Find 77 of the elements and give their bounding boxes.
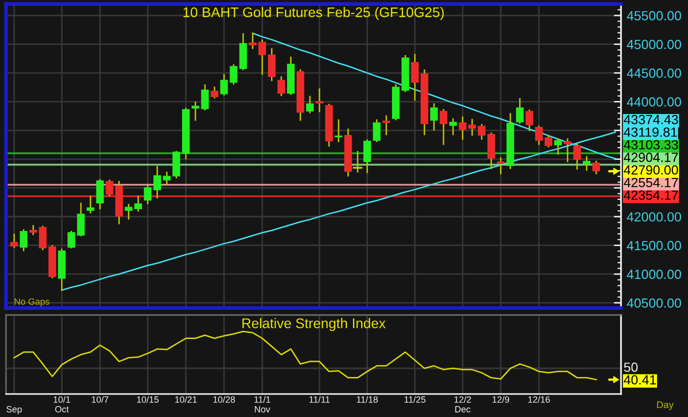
candlestick — [201, 84, 209, 110]
x-tick-label: 10/21 — [175, 396, 197, 403]
candlestick — [268, 48, 276, 82]
candlestick — [430, 103, 438, 131]
candlestick — [134, 196, 142, 212]
candlestick — [144, 184, 152, 204]
candlestick — [210, 86, 218, 98]
ref-line-label: 42904.17 — [624, 152, 678, 162]
text: 40.41 — [624, 375, 656, 384]
y-tick-label: 44500.00 — [626, 68, 682, 78]
candlestick — [124, 204, 132, 220]
candlestick — [449, 118, 457, 136]
candlestick — [248, 32, 256, 49]
text: 43119.81 — [624, 127, 677, 137]
candlestick — [440, 109, 448, 145]
candlestick — [162, 172, 171, 186]
x-tick-label: 10/1 Oct — [54, 396, 70, 412]
x-tick-label: 12/16 — [528, 396, 550, 403]
y-tick-label: 40500.00 — [626, 298, 682, 308]
chart-title: 10 BAHT Gold Futures Feb-25 (GF10G25) — [183, 7, 444, 20]
candlestick — [20, 229, 28, 252]
text: 42790.00 — [624, 165, 678, 175]
candlestick — [258, 40, 266, 75]
candlestick — [153, 166, 162, 198]
ref-line-label: 42354.17 — [624, 190, 678, 200]
candlestick — [554, 138, 562, 155]
y-tick-label: 45500.00 — [626, 11, 682, 20]
x-tick-label: 12/2 Dec — [454, 396, 471, 412]
y-tick-label: 44000.00 — [626, 97, 682, 107]
candlestick — [10, 234, 18, 248]
candlestick — [86, 196, 94, 214]
x-tick-label: 10/15 — [137, 396, 159, 403]
candlestick — [478, 124, 486, 140]
candlestick — [458, 116, 466, 140]
candlestick — [582, 156, 590, 171]
candlestick — [96, 179, 104, 210]
chart-title: Relative Strength Index — [242, 318, 386, 331]
candlestick — [564, 138, 572, 162]
x-tick-label: 10/28 — [213, 396, 235, 403]
candlestick — [372, 119, 381, 142]
annotation: No Gaps — [14, 298, 50, 306]
x-tick-label: 12/9 — [492, 396, 510, 403]
x-axis-title: Day — [657, 401, 674, 410]
candlestick — [38, 226, 47, 250]
candlestick — [106, 180, 114, 196]
candlestick — [334, 119, 342, 142]
candlestick — [382, 115, 390, 136]
text: 50 — [624, 362, 638, 372]
y-tick-label: 41000.00 — [626, 270, 682, 280]
candlestick — [363, 140, 371, 174]
candlestick — [468, 118, 476, 136]
x-tick-label: 11/1 Nov — [254, 396, 270, 412]
candlestick — [316, 88, 324, 112]
candlestick — [277, 76, 286, 96]
candlestick — [592, 160, 600, 174]
candlestick — [220, 74, 228, 96]
text: 43374.43 — [624, 114, 678, 124]
y-tick-label: 45000.00 — [626, 40, 682, 50]
x-tick-label: 11/18 — [356, 396, 378, 403]
x-tick-label: 10/7 — [92, 396, 108, 403]
ref-line-label: 42554.17 — [624, 178, 678, 188]
candlestick — [573, 144, 581, 170]
candlestick — [68, 230, 76, 248]
candlestick — [192, 102, 200, 121]
candlestick — [526, 110, 534, 132]
candlestick — [230, 64, 238, 85]
ref-line-label: 43103.33 — [624, 140, 678, 150]
candlestick — [306, 96, 314, 114]
y-tick-label: 42000.00 — [626, 212, 682, 222]
candlestick — [496, 157, 505, 174]
x-tick-label: 11/25 — [404, 396, 426, 403]
y-tick-label: 41500.00 — [626, 240, 682, 250]
x-tick-label: Sep — [6, 406, 22, 414]
candlestick — [411, 54, 419, 101]
candlestick — [516, 98, 524, 124]
candlestick — [77, 202, 85, 236]
x-tick-label: 11/11 — [310, 396, 330, 403]
